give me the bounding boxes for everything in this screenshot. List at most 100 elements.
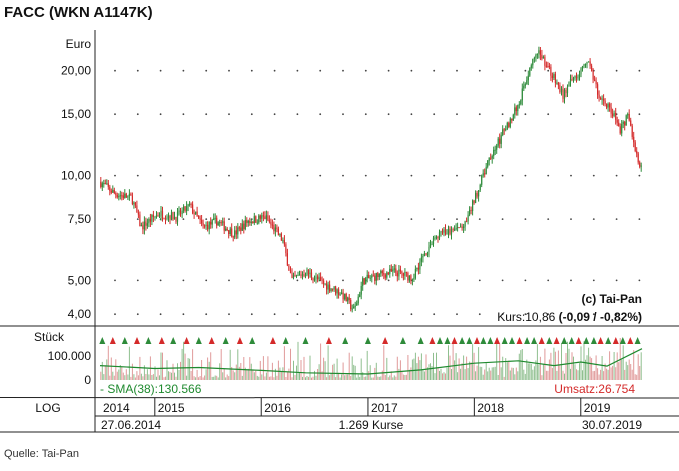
candle-body [198,216,200,219]
grid-dot [159,69,162,72]
candle-body [321,279,323,281]
candle-body [279,233,281,236]
grid-dot [364,69,367,72]
candle-body [332,288,334,290]
grid-dot [433,113,436,116]
grid-dot [410,218,413,221]
candle-body [210,221,212,225]
year-label: 2014 [103,401,130,415]
grid-dot [615,279,618,282]
candle-body [124,193,126,199]
grid-dot [638,174,641,177]
grid-dot [205,218,208,221]
candle-body [351,308,353,310]
candle-body [631,125,633,137]
candle-body [407,272,409,281]
candle-body [109,186,111,191]
candle-body [432,237,435,244]
candle-body [237,227,239,235]
candle-body [113,189,115,194]
candle-body [509,118,511,127]
candle-body [258,215,260,223]
candle-body [560,88,563,93]
candle-body [434,237,436,239]
signal-marker [524,337,531,344]
candle-body [222,221,224,223]
candle-body [369,277,371,279]
candle-body [503,129,505,131]
grid-dot [501,174,504,177]
candle-body [115,193,117,195]
candle-body [444,229,447,234]
candle-body [107,183,109,187]
candle-body [386,272,388,278]
grid-dot [296,279,299,282]
signal-marker [444,337,451,344]
candle-body [532,59,534,66]
candle-body [295,275,298,277]
candle-body [372,275,374,277]
grid-dot [319,218,322,221]
grid-dot [273,313,276,316]
grid-dot [228,279,230,282]
candle-body [521,88,523,101]
candle-body [627,114,629,116]
grid-dot [638,313,641,316]
candle-body [363,278,365,285]
candle-body [178,210,180,213]
grid-dot [342,313,344,316]
grid-dot [547,69,550,72]
signal-marker [429,337,436,344]
signal-marker [575,337,582,344]
grid-dot [228,313,230,316]
signal-marker [474,337,480,344]
candle-body [475,192,477,203]
grid-dot [114,279,116,282]
signal-marker [282,337,289,344]
candle-body [217,222,219,226]
candle-body [423,253,425,257]
candle-body [578,74,581,78]
candle-body [390,268,392,272]
grid-dot [364,313,367,316]
grid-dot [615,174,618,177]
grid-dot [296,313,299,316]
grid-dot [273,279,276,282]
candle-body [550,66,552,76]
grid-dot [114,218,116,221]
candle-body [273,224,275,232]
candle-body [506,122,508,130]
candle-body [170,212,173,220]
candle-body [195,211,197,215]
signal-marker [509,337,515,344]
grid-dot [478,69,481,72]
candle-body [259,215,261,219]
candle-body [622,121,624,124]
candle-body [460,226,462,228]
grid-dot [364,174,367,177]
sma-polyline [99,348,643,375]
candle-body [368,274,370,279]
signal-marker [451,337,458,344]
candle-body [613,112,615,116]
candle-body [333,286,335,290]
year-label: 2015 [158,401,185,415]
candle-body [167,216,170,218]
candle-body [125,193,127,198]
candle-body [181,210,183,215]
grid-dot [456,218,458,221]
grid-dot [296,218,299,221]
candle-body [133,202,135,204]
candle-body [339,294,341,296]
candle-body [603,98,605,101]
grid-dot [547,313,550,316]
year-label: 2018 [477,401,504,415]
candle-body [175,216,177,222]
candle-body [225,228,227,231]
candle-body [584,64,587,65]
grid-dot [456,279,458,282]
grid-dot [364,218,367,221]
candle-body [517,105,519,112]
candle-body [600,97,602,100]
candle-body [455,227,457,230]
